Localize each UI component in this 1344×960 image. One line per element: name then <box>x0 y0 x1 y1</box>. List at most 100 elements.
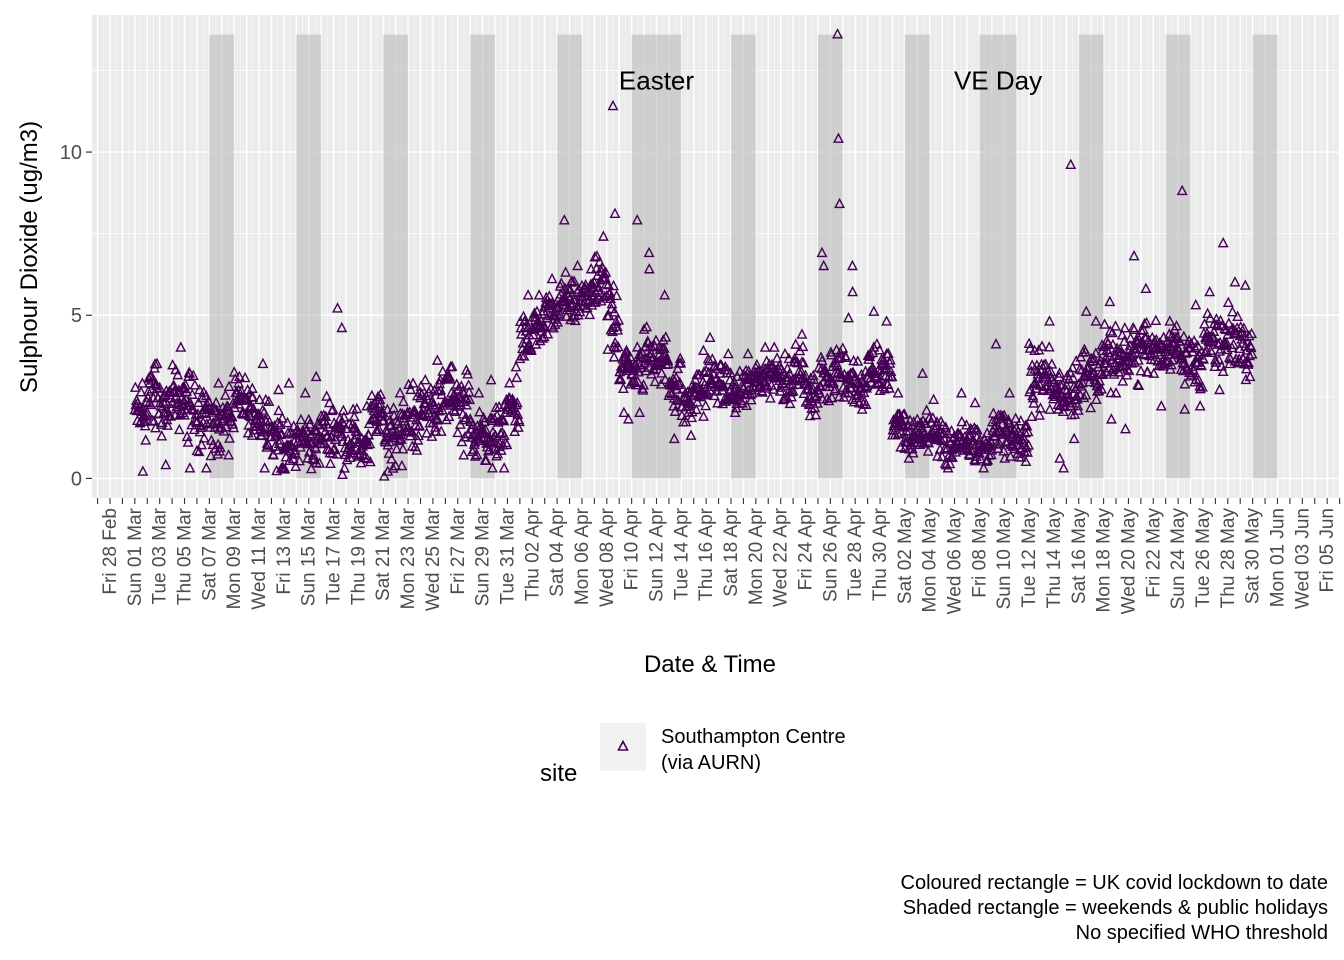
data-point <box>147 374 159 385</box>
data-point <box>1219 322 1231 334</box>
data-point <box>1104 325 1116 336</box>
data-point <box>832 28 843 39</box>
data-point <box>865 376 877 387</box>
data-point <box>800 369 811 380</box>
data-point <box>971 424 983 435</box>
data-point <box>263 395 275 406</box>
x-tick-label: Fri 10 Apr <box>622 507 643 590</box>
data-point <box>370 402 382 413</box>
data-point <box>200 462 212 473</box>
data-point <box>572 259 584 271</box>
x-tick-label: Thu 16 Apr <box>696 507 717 601</box>
data-point <box>436 388 448 400</box>
data-point <box>444 370 455 382</box>
data-point <box>1107 338 1119 350</box>
data-point <box>1135 364 1147 376</box>
data-point <box>594 286 606 297</box>
legend-triangle-marker <box>617 739 629 751</box>
data-point <box>460 364 472 375</box>
data-point <box>1067 372 1079 383</box>
data-point <box>961 419 972 430</box>
data-point <box>542 328 554 339</box>
data-point <box>590 293 602 304</box>
data-point <box>1227 305 1238 317</box>
data-point <box>445 360 457 372</box>
data-point <box>686 406 698 417</box>
data-point <box>741 399 752 411</box>
x-tick-label: Wed 06 May <box>945 508 966 615</box>
data-point <box>808 373 820 385</box>
data-point <box>1072 399 1084 411</box>
data-point <box>1106 326 1118 338</box>
data-point <box>1096 383 1107 394</box>
data-point <box>539 321 551 332</box>
data-point <box>1195 359 1207 371</box>
data-point <box>489 412 500 424</box>
data-point <box>710 362 722 373</box>
data-point <box>525 344 537 356</box>
data-point <box>552 316 564 327</box>
data-point <box>745 393 757 405</box>
data-point <box>987 407 999 418</box>
data-point <box>1194 400 1206 411</box>
x-tick-label: Tue 28 Apr <box>845 507 866 600</box>
data-point <box>1063 373 1075 384</box>
data-point <box>405 383 417 395</box>
shaded-rect <box>979 34 1017 479</box>
data-point <box>1133 379 1145 391</box>
data-point <box>922 445 934 456</box>
data-point <box>338 462 350 473</box>
x-tick-label: Sat 21 Mar <box>373 507 394 601</box>
data-point <box>806 402 818 414</box>
data-point <box>273 383 284 395</box>
data-point <box>803 379 815 390</box>
data-point <box>592 284 604 295</box>
data-point <box>359 451 371 463</box>
data-point <box>1163 348 1175 359</box>
data-point <box>997 410 1009 421</box>
x-tick-label: Sun 26 Apr <box>820 507 841 602</box>
data-point <box>1246 327 1258 339</box>
data-point <box>247 391 259 402</box>
data-point <box>181 385 193 397</box>
data-point <box>426 395 438 406</box>
data-point <box>1185 337 1197 348</box>
data-point <box>546 272 558 284</box>
data-point <box>414 419 425 431</box>
data-point <box>609 306 621 317</box>
data-point <box>1139 317 1150 329</box>
data-point <box>1071 390 1083 401</box>
data-point <box>742 347 754 359</box>
data-point <box>399 415 411 426</box>
data-point <box>729 406 741 418</box>
data-point <box>1239 279 1251 290</box>
data-point <box>443 410 455 421</box>
data-point <box>747 381 759 392</box>
data-point <box>146 414 158 426</box>
data-point <box>731 370 743 381</box>
data-point <box>674 376 686 387</box>
data-point <box>1204 285 1216 297</box>
data-point <box>1058 462 1070 473</box>
x-tick-label: Fri 05 Jun <box>1317 508 1338 592</box>
data-point <box>615 373 627 384</box>
data-point <box>1140 282 1152 294</box>
data-point <box>498 462 510 473</box>
data-point <box>151 382 163 393</box>
annotations: Easter VE Day <box>619 65 1042 95</box>
data-point <box>138 415 150 426</box>
data-point <box>430 421 441 432</box>
data-point <box>1137 323 1149 335</box>
data-point <box>564 283 576 295</box>
data-point <box>289 444 301 455</box>
data-point <box>814 386 825 398</box>
shaded-rect <box>631 34 682 479</box>
data-point <box>591 250 603 261</box>
data-point <box>1020 455 1032 467</box>
data-point <box>287 452 299 464</box>
data-point <box>336 416 348 427</box>
data-point <box>722 347 734 359</box>
data-point <box>632 375 644 387</box>
data-point <box>305 462 317 474</box>
data-point <box>1004 450 1016 461</box>
